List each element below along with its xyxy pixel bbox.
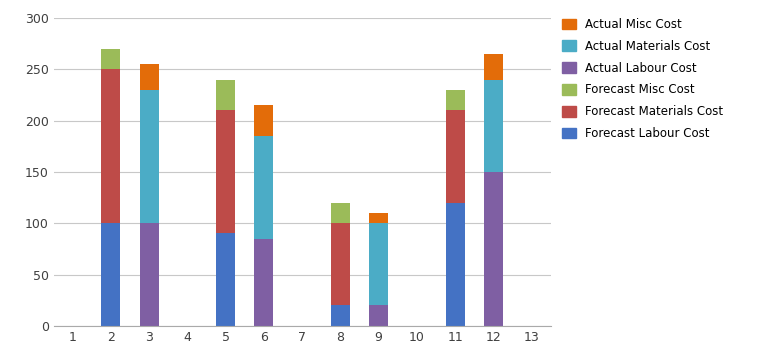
Bar	[369, 305, 388, 326]
Bar	[101, 223, 121, 326]
Bar	[254, 239, 274, 326]
Legend: Actual Misc Cost, Actual Materials Cost, Actual Labour Cost, Forecast Misc Cost,: Actual Misc Cost, Actual Materials Cost,…	[562, 18, 724, 140]
Bar	[101, 49, 121, 70]
Bar	[330, 223, 350, 305]
Bar	[445, 90, 464, 110]
Bar	[369, 223, 388, 305]
Bar	[445, 203, 464, 326]
Bar	[139, 223, 159, 326]
Bar	[254, 136, 274, 239]
Bar	[216, 233, 236, 326]
Bar	[330, 305, 350, 326]
Bar	[254, 105, 274, 136]
Bar	[483, 80, 503, 172]
Bar	[139, 64, 159, 90]
Bar	[101, 70, 121, 223]
Bar	[445, 110, 464, 203]
Bar	[216, 110, 236, 233]
Bar	[483, 172, 503, 326]
Bar	[330, 203, 350, 223]
Bar	[483, 54, 503, 80]
Bar	[216, 80, 236, 110]
Bar	[139, 90, 159, 223]
Bar	[369, 213, 388, 223]
